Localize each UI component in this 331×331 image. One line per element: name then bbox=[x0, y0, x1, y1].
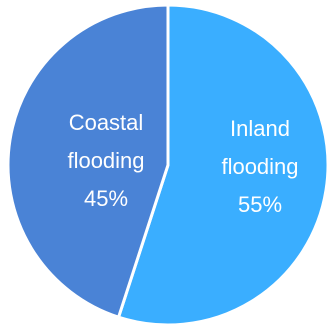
pie-slice-coastal-flooding bbox=[6, 3, 170, 319]
pie-slice-inland-flooding bbox=[117, 3, 330, 327]
slice-label-coastal-line-1: Coastal bbox=[69, 110, 144, 135]
slice-label-coastal-line-2: flooding bbox=[67, 148, 144, 173]
slice-label-inland-line-2: flooding bbox=[221, 154, 298, 179]
slice-label-inland-percent: 55% bbox=[238, 192, 282, 217]
slice-label-inland-line-1: Inland bbox=[230, 116, 290, 141]
pie-labels: Coastal flooding 45% Inland flooding 55% bbox=[67, 110, 298, 217]
slice-label-coastal-percent: 45% bbox=[84, 186, 128, 211]
pie-slices bbox=[6, 3, 330, 327]
